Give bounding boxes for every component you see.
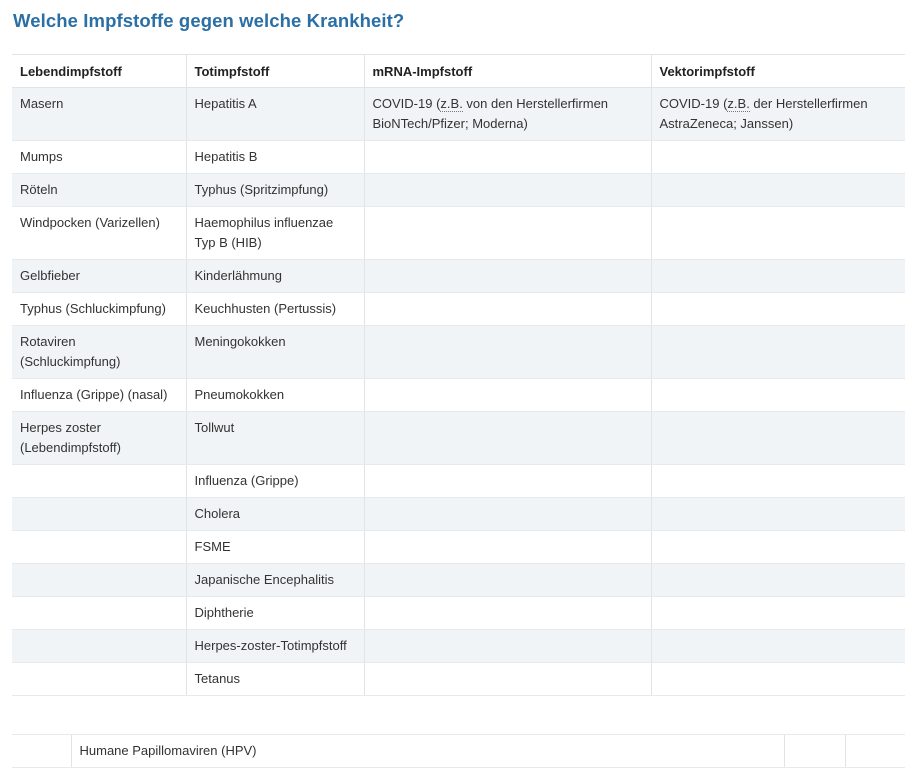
table-row: Masern Hepatitis A COVID-19 (z.B. von de…	[12, 87, 905, 141]
table-cell-inactivated: Diphtherie	[185, 596, 364, 630]
cell-text: von den Herstellerfirmen BioNTech/Pfizer…	[372, 96, 609, 131]
table-cell-mrna	[363, 530, 651, 564]
table-cell-inactivated: Influenza (Grippe)	[185, 464, 364, 498]
table-cell-inactivated: Haemophilus influenzae Typ B (HIB)	[185, 206, 364, 260]
table-cell	[12, 734, 71, 768]
table-cell-vector	[650, 629, 905, 663]
table-cell-live: Influenza (Grippe) (nasal)	[12, 378, 186, 412]
table-cell-vector	[650, 596, 905, 630]
table-cell-inactivated: Tetanus	[185, 662, 364, 696]
table-cell-vector	[650, 464, 905, 498]
table-row: Influenza (Grippe) (nasal) Pneumokokken	[12, 378, 905, 412]
table-cell-mrna	[363, 206, 651, 260]
cell-text: COVID-19 (	[372, 96, 441, 111]
table-header-row: Lebendimpfstoff Totimpfstoff mRNA-Impfst…	[12, 54, 905, 88]
table-cell-inactivated: FSME	[185, 530, 364, 564]
table-cell-live	[12, 497, 186, 531]
table-row: Cholera	[12, 497, 905, 531]
table-cell-mrna	[363, 292, 651, 326]
table-cell-inactivated: Tollwut	[185, 411, 364, 465]
table-cell-inactivated: Meningokokken	[185, 325, 364, 379]
table-row: Tetanus	[12, 662, 905, 696]
table-row: Influenza (Grippe)	[12, 464, 905, 498]
table-cell-inactivated: Pneumokokken	[185, 378, 364, 412]
table-cell-live	[12, 563, 186, 597]
table-cell-live: Herpes zoster (Lebendimpfstoff)	[12, 411, 186, 465]
table-cell-vector	[650, 173, 905, 207]
table-row: Diphtherie	[12, 596, 905, 630]
table-cell-live	[12, 530, 186, 564]
table-cell-vector	[650, 140, 905, 174]
table-row: Japanische Encephalitis	[12, 563, 905, 597]
table-cell-mrna	[363, 662, 651, 696]
table-cell-live: Masern	[12, 87, 186, 141]
table-cell-mrna: COVID-19 (z.B. von den Herstellerfirmen …	[363, 87, 651, 141]
table-cell-vector	[650, 497, 905, 531]
table-cell-live: Typhus (Schluckimpfung)	[12, 292, 186, 326]
table-cell-inactivated: Hepatitis A	[185, 87, 364, 141]
table-cell-vector: COVID-19 (z.B. der Herstellerfirmen Astr…	[650, 87, 905, 141]
table-row: FSME	[12, 530, 905, 564]
table-row: Rotaviren (Schluckimpfung) Meningokokken	[12, 325, 905, 379]
table-cell-mrna	[363, 629, 651, 663]
table-cell-inactivated: Typhus (Spritzimpfung)	[185, 173, 364, 207]
table-cell-live	[12, 596, 186, 630]
table-row: Herpes zoster (Lebendimpfstoff) Tollwut	[12, 411, 905, 465]
hpv-table: Humane Papillomaviren (HPV)	[12, 734, 905, 768]
table-cell-vector	[650, 292, 905, 326]
vaccine-table: Lebendimpfstoff Totimpfstoff mRNA-Impfst…	[12, 54, 905, 696]
table-row-hpv: Humane Papillomaviren (HPV)	[12, 734, 905, 768]
table-cell-vector	[650, 530, 905, 564]
table-row: Herpes-zoster-Totimpfstoff	[12, 629, 905, 663]
table-cell-mrna	[363, 596, 651, 630]
table-cell-vector	[650, 259, 905, 293]
table-cell-inactivated: Kinderlähmung	[185, 259, 364, 293]
cell-text: COVID-19 (	[659, 96, 728, 111]
table-cell-hpv: Humane Papillomaviren (HPV)	[70, 734, 784, 768]
table-cell-live: Gelbfieber	[12, 259, 186, 293]
table-cell-live	[12, 629, 186, 663]
table-cell-mrna	[363, 497, 651, 531]
table-cell-inactivated: Cholera	[185, 497, 364, 531]
abbreviation-zb[interactable]: z.B.	[727, 96, 750, 112]
table-cell-live: Mumps	[12, 140, 186, 174]
table-cell-mrna	[363, 140, 651, 174]
table-cell-inactivated: Japanische Encephalitis	[185, 563, 364, 597]
table-cell-mrna	[363, 464, 651, 498]
table-row: Gelbfieber Kinderlähmung	[12, 259, 905, 293]
table-cell-mrna	[363, 173, 651, 207]
table-cell-vector	[650, 378, 905, 412]
table-cell-mrna	[363, 325, 651, 379]
table-cell-vector	[650, 206, 905, 260]
table-cell-inactivated: Herpes-zoster-Totimpfstoff	[185, 629, 364, 663]
table-cell-live: Röteln	[12, 173, 186, 207]
abbreviation-zb[interactable]: z.B.	[440, 96, 463, 112]
table-cell-mrna	[363, 378, 651, 412]
table-cell-live: Rotaviren (Schluckimpfung)	[12, 325, 186, 379]
table-cell-vector	[650, 662, 905, 696]
table-cell-vector	[650, 325, 905, 379]
header-inactivated-vaccine: Totimpfstoff	[185, 54, 364, 88]
table-cell-mrna	[363, 259, 651, 293]
table-cell	[783, 734, 845, 768]
header-mrna-vaccine: mRNA-Impfstoff	[363, 54, 651, 88]
table-row: Typhus (Schluckimpfung) Keuchhusten (Pert…	[12, 292, 905, 326]
table-cell-mrna	[363, 563, 651, 597]
table-cell	[844, 734, 905, 768]
table-cell-live: Windpocken (Varizellen)	[12, 206, 186, 260]
table-cell-live	[12, 662, 186, 696]
header-live-vaccine: Lebendimpfstoff	[12, 54, 186, 88]
table-cell-vector	[650, 563, 905, 597]
table-row: Röteln Typhus (Spritzimpfung)	[12, 173, 905, 207]
table-cell-live	[12, 464, 186, 498]
table-cell-mrna	[363, 411, 651, 465]
table-cell-vector	[650, 411, 905, 465]
table-row: Windpocken (Varizellen) Haemophilus influ…	[12, 206, 905, 260]
table-cell-inactivated: Hepatitis B	[185, 140, 364, 174]
table-cell-inactivated: Keuchhusten (Pertussis)	[185, 292, 364, 326]
header-vector-vaccine: Vektorimpfstoff	[650, 54, 905, 88]
table-row: Mumps Hepatitis B	[12, 140, 905, 174]
page-title: Welche Impfstoffe gegen welche Krankheit…	[13, 10, 405, 31]
cell-text: der Herstellerfirmen AstraZeneca; Jansse…	[659, 96, 868, 131]
